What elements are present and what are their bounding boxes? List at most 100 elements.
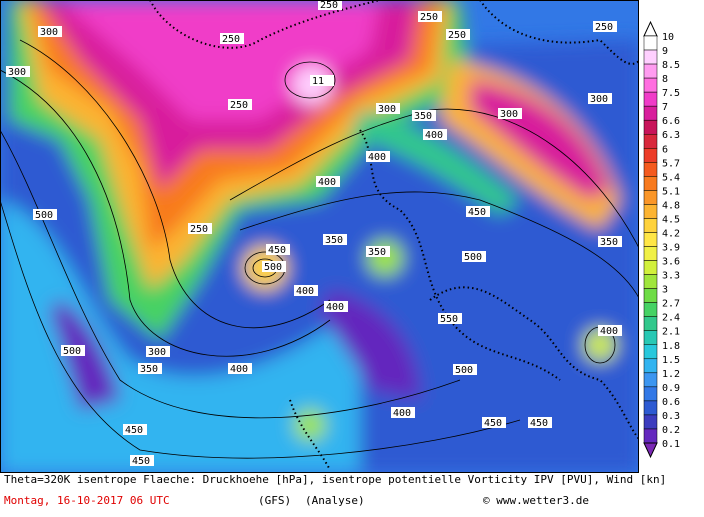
contour-label-bg (262, 261, 286, 272)
credit: © www.wetter3.de (483, 494, 589, 507)
contour-label: 250 (222, 34, 240, 45)
colorbar-swatch (643, 414, 658, 430)
contour-label: 250 (595, 22, 613, 33)
contour-label: 400 (230, 364, 248, 375)
contour-label: 250 (320, 0, 338, 11)
colorbar-swatch (643, 77, 658, 93)
contour-label-bg (418, 11, 442, 22)
contour-label-bg (598, 236, 622, 247)
colorbar-label: 4.8 (662, 200, 680, 211)
contour-label: 300 (590, 94, 608, 105)
colorbar-label: 10 (662, 32, 674, 43)
contour-label-bg (316, 176, 340, 187)
contour-label-bg (324, 301, 348, 312)
colorbar-label: 5.7 (662, 158, 680, 169)
contour-label-bg (38, 26, 62, 37)
contour-label-bg (61, 345, 85, 356)
colorbar-swatch (643, 358, 658, 374)
colorbar-label: 0.3 (662, 411, 680, 422)
colorbar-label: 1.2 (662, 369, 680, 380)
contour-label: 300 (148, 347, 166, 358)
colorbar-cap (643, 20, 658, 37)
model: (GFS) (258, 494, 291, 507)
contour-label: 250 (190, 224, 208, 235)
contour-label: 300 (8, 67, 26, 78)
colorbar-swatch (643, 105, 658, 121)
contour-label-bg (498, 108, 522, 119)
colorbar-swatch (643, 274, 658, 289)
colorbar-swatch (643, 400, 658, 416)
contour-label-bg (294, 285, 318, 296)
colorbar-label: 3.6 (662, 257, 680, 268)
colorbar-label: 3.3 (662, 271, 680, 282)
contour-label: 450 (125, 425, 143, 436)
contours (1, 39, 638, 459)
contour-label: 400 (425, 130, 443, 141)
contour-label-bg (266, 244, 290, 255)
colorbar-label: 3.9 (662, 243, 680, 254)
colorbar-swatch (643, 148, 658, 163)
contour-label-bg (6, 66, 30, 77)
colorbar-label: 9 (662, 46, 668, 57)
colorbar-swatch (643, 176, 658, 191)
run: (Analyse) (305, 494, 365, 507)
colorbar-swatch (643, 204, 658, 219)
colorbar-swatch (643, 190, 658, 205)
contour-label-bg (228, 99, 252, 110)
colorbar-label: 2.4 (662, 313, 680, 324)
colorbar-swatch (643, 344, 658, 360)
contour-label-bg (188, 223, 212, 234)
colorbar-label: 1.5 (662, 355, 680, 366)
colorbar-label: 3 (662, 285, 668, 296)
colorbar-swatch (643, 232, 658, 247)
contour-label: 450 (468, 207, 486, 218)
contour-label-bg (376, 103, 400, 114)
contour-label-bg (228, 363, 252, 374)
contour-label: 500 (464, 252, 482, 263)
contour-label: 400 (318, 177, 336, 188)
contour-label-bg (318, 1, 342, 10)
colorbar-cap (643, 442, 658, 459)
colorbar-label: 4.5 (662, 214, 680, 225)
contour-label: 450 (268, 245, 286, 256)
contour-label-bg (453, 364, 477, 375)
contour-label: 350 (140, 364, 158, 375)
colorbar-label: 5.1 (662, 186, 680, 197)
colorbar-swatch (643, 316, 658, 331)
contour-label-bg (593, 21, 617, 32)
colorbar-label: 6 (662, 144, 668, 155)
colorbar-label: 8 (662, 74, 668, 85)
contour-label-bg (130, 455, 154, 466)
contour-label: 11 (312, 76, 324, 87)
contour-label: 500 (63, 346, 81, 357)
colorbar-label: 7.5 (662, 88, 680, 99)
colorbar-label: 5.4 (662, 172, 680, 183)
colorbar-label: 8.5 (662, 60, 680, 71)
colorbar-swatch (643, 330, 658, 346)
contour-label: 300 (40, 27, 58, 38)
contour-label: 350 (325, 235, 343, 246)
contour-label: 450 (530, 418, 548, 429)
colorbar-label: 2.1 (662, 327, 680, 338)
contour-label: 350 (600, 237, 618, 248)
contour-label: 400 (296, 286, 314, 297)
contour-label-bg (528, 417, 552, 428)
contour-label-bg (588, 93, 612, 104)
contour-label-bg (146, 346, 170, 357)
colorbar-label: 6.3 (662, 130, 680, 141)
contour-label-bg (366, 151, 390, 162)
contour-label: 550 (440, 314, 458, 325)
contour-label-bg (446, 29, 470, 40)
colorbar-label: 0.1 (662, 439, 680, 450)
colorbar-label: 0.6 (662, 397, 680, 408)
contour-label-bg (33, 209, 57, 220)
colorbar-swatch (643, 119, 658, 135)
map: 300 250 250 250 250 250 300 11 250 300 350 400 500 45… (1, 0, 638, 472)
contour-label: 350 (368, 247, 386, 258)
contour-label: 500 (264, 262, 282, 273)
contour-label: 400 (393, 408, 411, 419)
contour-label: 400 (600, 326, 618, 337)
colorbar-swatch (643, 246, 658, 261)
colorbar-swatch (643, 91, 658, 107)
contour-label: 400 (326, 302, 344, 313)
